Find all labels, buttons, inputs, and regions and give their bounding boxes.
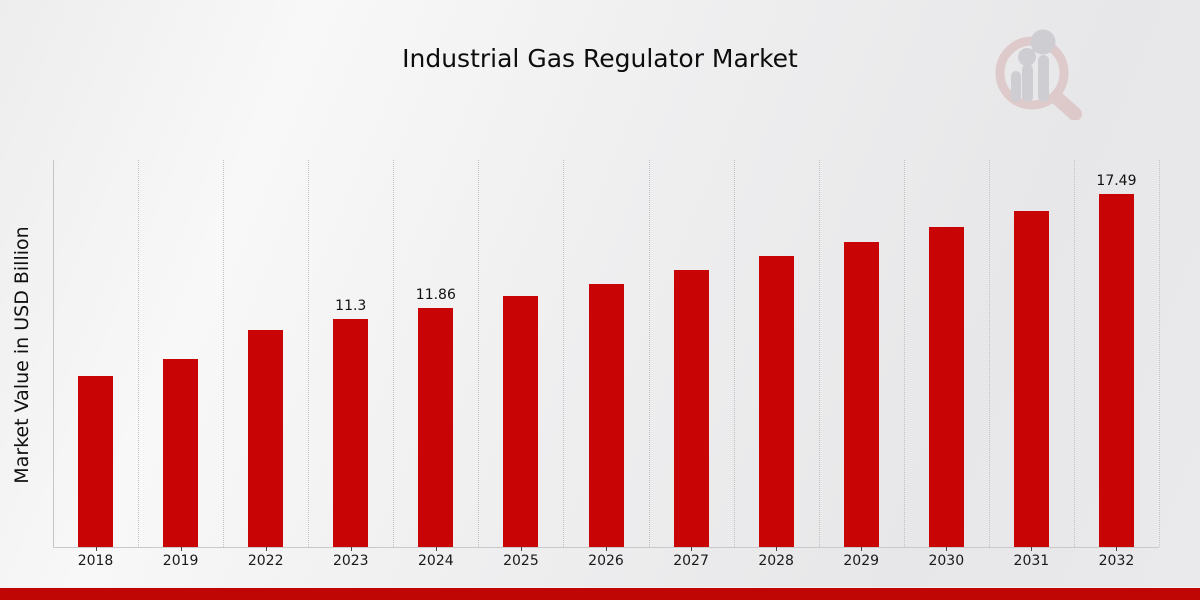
x-tick-label-2030: 2030	[928, 553, 965, 569]
magnifier-icon	[995, 36, 1082, 120]
plot-area: 11.3 11.86 17.49	[53, 160, 1160, 548]
x-tick	[350, 547, 352, 551]
bar-2031	[1013, 211, 1049, 547]
x-tick	[946, 547, 948, 551]
bar-2023	[333, 319, 369, 547]
x-tick	[95, 547, 97, 551]
vertical-gridline	[223, 160, 225, 547]
vertical-gridline	[308, 160, 310, 547]
x-tick-label-2019: 2019	[162, 553, 199, 569]
bar-2029	[843, 242, 879, 547]
vertical-gridline	[903, 160, 905, 547]
vertical-gridline	[818, 160, 820, 547]
vertical-gridline	[648, 160, 650, 547]
x-tick	[435, 547, 437, 551]
y-axis-spine	[53, 160, 54, 547]
vertical-gridline	[563, 160, 565, 547]
x-tick-label-2024: 2024	[418, 553, 454, 569]
bar-2025	[503, 296, 539, 547]
vertical-gridline	[138, 160, 140, 547]
bar-2019	[163, 358, 199, 547]
x-tick-label-2026: 2026	[588, 553, 624, 569]
x-tick	[1116, 547, 1118, 551]
footer-accent-bar	[0, 587, 1200, 600]
x-tick-label-2031: 2031	[1013, 553, 1050, 569]
x-tick-label-2032: 2032	[1098, 553, 1135, 569]
vertical-gridline	[988, 160, 990, 547]
x-tick-label-2018: 2018	[77, 553, 114, 569]
x-tick-label-2023: 2023	[332, 553, 369, 569]
x-tick	[861, 547, 863, 551]
bar-2030	[928, 227, 964, 547]
x-tick-label-2028: 2028	[758, 553, 794, 569]
vertical-gridline	[1073, 160, 1075, 547]
chart-title: Industrial Gas Regulator Market	[402, 44, 798, 73]
trend-bars-icon	[1011, 29, 1056, 102]
data-label-2023: 11.3	[335, 298, 367, 315]
bar-2018	[78, 375, 114, 547]
x-tick-label-2025: 2025	[503, 553, 539, 569]
brand-watermark-logo	[995, 29, 1082, 120]
bar-2022	[248, 329, 284, 547]
vertical-gridline	[733, 160, 735, 547]
x-tick	[180, 547, 182, 551]
x-tick-label-2027: 2027	[673, 553, 709, 569]
bar-2024	[418, 307, 454, 547]
x-tick	[691, 547, 693, 551]
bar-2026	[588, 283, 624, 547]
x-tick	[606, 547, 607, 551]
bar-2028	[758, 256, 794, 547]
x-tick-label-2022: 2022	[247, 553, 284, 569]
x-tick	[520, 547, 522, 551]
x-tick	[265, 547, 267, 551]
vertical-gridline	[478, 160, 480, 547]
x-tick	[776, 547, 778, 551]
bar-2032	[1098, 194, 1134, 547]
bar-2027	[673, 270, 709, 547]
x-tick-label-2029: 2029	[843, 553, 880, 569]
y-axis-label: Market Value in USD Billion	[11, 226, 33, 484]
data-label-2024: 11.86	[415, 286, 456, 303]
data-label-2032: 17.49	[1096, 173, 1137, 190]
vertical-gridline	[1159, 160, 1160, 547]
x-tick	[1031, 547, 1033, 551]
vertical-gridline	[393, 160, 395, 547]
